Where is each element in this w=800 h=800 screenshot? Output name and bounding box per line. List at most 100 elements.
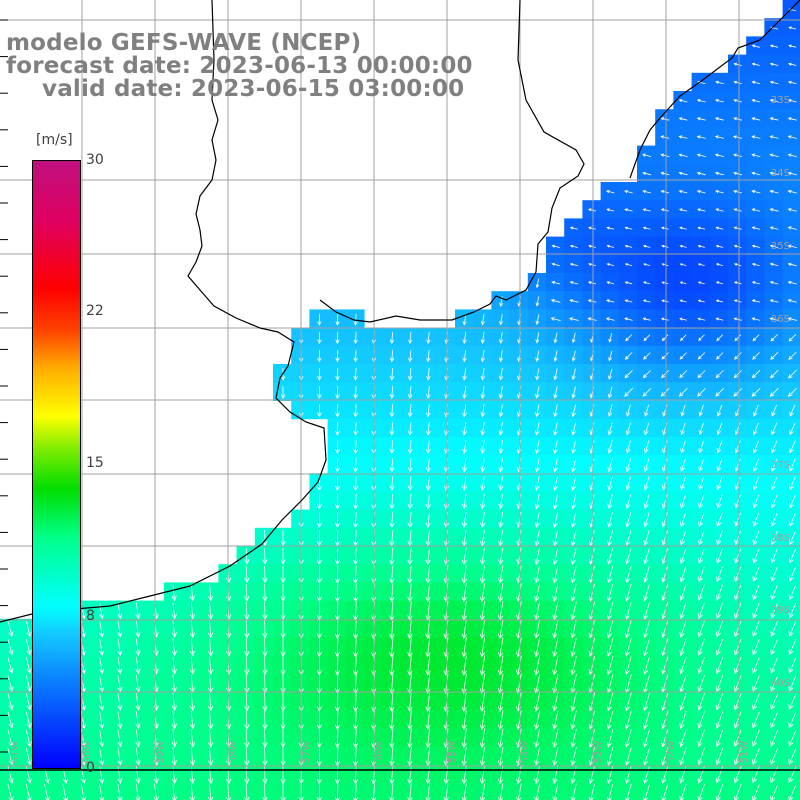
wind-cell xyxy=(746,327,765,347)
wind-cell xyxy=(782,345,800,365)
wind-arrow xyxy=(317,349,322,363)
wind-arrow xyxy=(480,511,486,529)
wind-cell xyxy=(509,637,529,656)
wind-arrow xyxy=(317,331,322,345)
wind-arrow xyxy=(389,404,395,418)
wind-arrow xyxy=(7,621,14,638)
wind-cell xyxy=(637,764,656,784)
wind-arrow xyxy=(733,153,743,157)
wind-arrow xyxy=(425,511,431,529)
wind-arrow xyxy=(587,208,597,212)
wind-cell xyxy=(564,709,583,729)
wind-arrow xyxy=(479,619,486,640)
wind-arrow xyxy=(661,548,668,565)
wind-cell xyxy=(436,582,456,602)
wind-arrow xyxy=(716,494,723,509)
wind-arrow xyxy=(570,765,577,785)
wind-cell xyxy=(254,527,274,547)
wind-cell xyxy=(473,418,492,438)
wind-cell xyxy=(254,637,274,656)
wind-arrow xyxy=(770,657,778,674)
wind-arrow xyxy=(734,352,742,360)
wind-cell xyxy=(618,782,638,800)
wind-arrow xyxy=(625,747,632,766)
wind-arrow xyxy=(715,711,724,729)
wind-arrow xyxy=(207,692,214,712)
wind-cell xyxy=(709,127,729,147)
wind-cell xyxy=(709,637,729,656)
wind-cell xyxy=(473,600,492,620)
wind-cell xyxy=(691,291,711,310)
wind-cell xyxy=(782,673,800,693)
wind-cell xyxy=(400,527,420,547)
wind-arrow xyxy=(535,296,540,307)
wind-arrow xyxy=(425,728,431,749)
wind-arrow xyxy=(407,710,413,731)
wind-arrow xyxy=(624,370,633,379)
wind-arrow xyxy=(733,190,743,194)
wind-cell xyxy=(473,345,492,365)
wind-arrow xyxy=(769,80,779,85)
wind-arrow xyxy=(461,583,467,603)
wind-cell xyxy=(746,291,765,310)
wind-cell xyxy=(163,764,183,784)
wind-cell xyxy=(382,746,401,765)
title-forecast-date: forecast date: 2023-06-13 00:00:00 xyxy=(6,53,473,79)
wind-cell xyxy=(618,418,638,438)
wind-arrow xyxy=(697,208,706,212)
wind-cell xyxy=(655,782,674,800)
wind-arrow xyxy=(535,278,540,289)
wind-cell xyxy=(728,728,747,747)
wind-arrow xyxy=(680,476,686,491)
wind-cell xyxy=(655,473,674,492)
wind-cell xyxy=(673,163,693,183)
wind-cell xyxy=(327,582,347,602)
wind-arrow xyxy=(715,656,724,675)
wind-cell xyxy=(746,436,765,456)
wind-arrow xyxy=(553,458,558,473)
wind-cell xyxy=(273,746,292,765)
wind-cell xyxy=(637,327,656,347)
wind-cell xyxy=(345,746,365,765)
wind-cell xyxy=(455,764,474,784)
wind-cell xyxy=(273,618,292,638)
wind-cell xyxy=(309,618,329,638)
wind-arrow xyxy=(462,313,467,326)
wind-arrow xyxy=(317,295,322,308)
wind-arrow xyxy=(407,691,413,713)
wind-arrow xyxy=(679,334,687,342)
wind-cell xyxy=(764,582,784,602)
wind-cell xyxy=(746,163,765,183)
wind-cell xyxy=(691,564,711,583)
wind-cell xyxy=(546,782,565,800)
wind-cell xyxy=(582,527,602,547)
wind-cell xyxy=(582,728,602,747)
wind-arrow xyxy=(135,693,141,711)
wind-arrow xyxy=(317,313,322,326)
wind-arrow xyxy=(661,566,668,583)
wind-cell xyxy=(491,673,511,693)
wind-arrow xyxy=(353,494,359,510)
wind-arrow xyxy=(117,620,123,638)
wind-arrow xyxy=(389,583,395,603)
wind-cell xyxy=(691,655,711,674)
wind-cell xyxy=(509,509,529,529)
wind-cell xyxy=(473,491,492,511)
wind-arrow xyxy=(751,117,761,121)
wind-cell xyxy=(527,618,547,638)
wind-arrow xyxy=(425,710,431,731)
wind-arrow xyxy=(607,476,613,491)
wind-cell xyxy=(673,345,693,365)
wind-arrow xyxy=(642,370,651,379)
wind-cell xyxy=(182,746,201,765)
wind-arrow xyxy=(244,583,250,602)
wind-cell xyxy=(564,218,583,238)
wind-cell xyxy=(728,691,747,711)
wind-cell xyxy=(728,546,747,565)
wind-cell xyxy=(400,782,420,800)
wind-arrow xyxy=(534,494,540,510)
wind-cell xyxy=(345,564,365,583)
wind-arrow xyxy=(425,476,431,492)
wind-cell xyxy=(691,218,711,238)
wind-cell xyxy=(400,764,420,784)
